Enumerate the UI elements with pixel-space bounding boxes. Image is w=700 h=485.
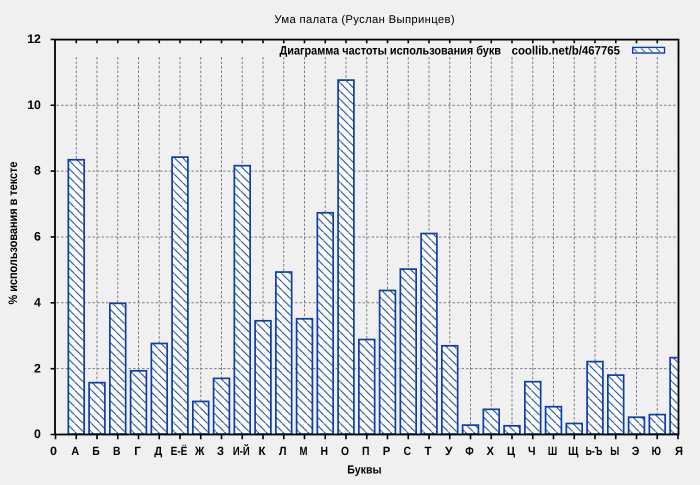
svg-text:0: 0: [50, 444, 57, 458]
svg-text:Т: Т: [425, 444, 433, 458]
svg-text:% использования в тексте: % использования в тексте: [6, 161, 20, 304]
svg-text:Ума палата (Руслан Выпринцев): Ума палата (Руслан Выпринцев): [274, 14, 454, 26]
svg-text:Ч: Ч: [528, 444, 536, 458]
svg-text:М: М: [300, 444, 308, 458]
svg-text:К: К: [259, 444, 267, 458]
svg-text:Р: Р: [383, 444, 391, 458]
svg-text:У: У: [445, 444, 453, 458]
svg-text:0: 0: [34, 427, 41, 441]
svg-text:Л: Л: [279, 444, 287, 458]
svg-text:12: 12: [27, 32, 41, 46]
svg-text:10: 10: [27, 98, 41, 112]
svg-text:Ь-Ъ: Ь-Ъ: [586, 444, 603, 458]
svg-text:З: З: [217, 444, 224, 458]
svg-text:4: 4: [34, 295, 41, 309]
svg-text:Ж: Ж: [194, 444, 204, 458]
svg-text:Е-Ё: Е-Ё: [171, 444, 188, 458]
svg-text:О: О: [341, 444, 349, 458]
svg-text:8: 8: [34, 164, 41, 178]
svg-text:Диаграмма частоты использовани: Диаграмма частоты использования букв: [280, 44, 502, 58]
svg-text:Ы: Ы: [610, 444, 619, 458]
svg-text:Ц: Ц: [507, 444, 515, 458]
svg-text:П: П: [362, 444, 370, 458]
svg-text:Э: Э: [632, 444, 640, 458]
svg-text:2: 2: [34, 361, 41, 375]
svg-text:Ю: Ю: [652, 444, 661, 458]
svg-text:В: В: [113, 444, 121, 458]
svg-text:Я: Я: [675, 444, 683, 458]
svg-text:Буквы: Буквы: [347, 462, 381, 476]
svg-text:Ш: Ш: [548, 444, 557, 458]
svg-text:Б: Б: [92, 444, 100, 458]
svg-text:Г: Г: [134, 444, 141, 458]
svg-text:Х: Х: [487, 444, 495, 458]
svg-text:Щ: Щ: [568, 444, 579, 458]
svg-text:Н: Н: [321, 444, 329, 458]
svg-text:С: С: [404, 444, 412, 458]
svg-text:Ф: Ф: [465, 444, 474, 458]
svg-text:И-Й: И-Й: [233, 444, 250, 458]
svg-text:6: 6: [34, 230, 41, 244]
svg-text:coollib.net/b/467765: coollib.net/b/467765: [512, 44, 621, 58]
svg-text:Д: Д: [154, 444, 162, 458]
svg-text:А: А: [71, 444, 79, 458]
